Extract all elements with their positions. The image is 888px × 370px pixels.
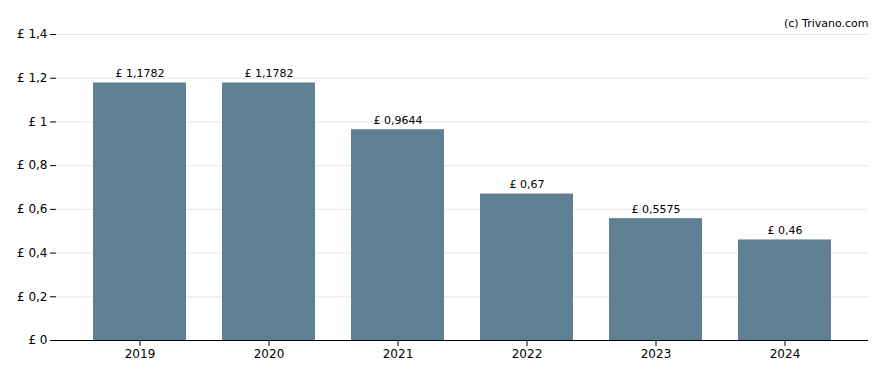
svg-text:£ 1,4: £ 1,4 [17,27,48,41]
svg-text:£ 1: £ 1 [28,115,47,129]
svg-text:2023: 2023 [641,347,672,361]
svg-text:2024: 2024 [770,347,801,361]
svg-text:£ 0,46: £ 0,46 [768,224,803,237]
svg-text:£ 1,2: £ 1,2 [17,71,48,85]
svg-text:2022: 2022 [512,347,543,361]
svg-text:£ 0,8: £ 0,8 [17,158,48,172]
svg-text:£ 0: £ 0 [28,333,47,347]
svg-text:£ 0,67: £ 0,67 [510,178,545,191]
svg-text:2021: 2021 [383,347,414,361]
svg-text:£ 1,1782: £ 1,1782 [245,67,294,80]
svg-text:£ 1,1782: £ 1,1782 [116,67,165,80]
svg-text:£ 0,9644: £ 0,9644 [374,114,423,127]
svg-text:£ 0,6: £ 0,6 [17,202,48,216]
svg-text:(c) Trivano.com: (c) Trivano.com [784,17,869,30]
svg-text:2019: 2019 [125,347,156,361]
svg-text:2020: 2020 [254,347,285,361]
svg-text:£ 0,2: £ 0,2 [17,290,48,304]
svg-text:£ 0,5575: £ 0,5575 [632,203,681,216]
svg-text:£ 0,4: £ 0,4 [17,246,48,260]
